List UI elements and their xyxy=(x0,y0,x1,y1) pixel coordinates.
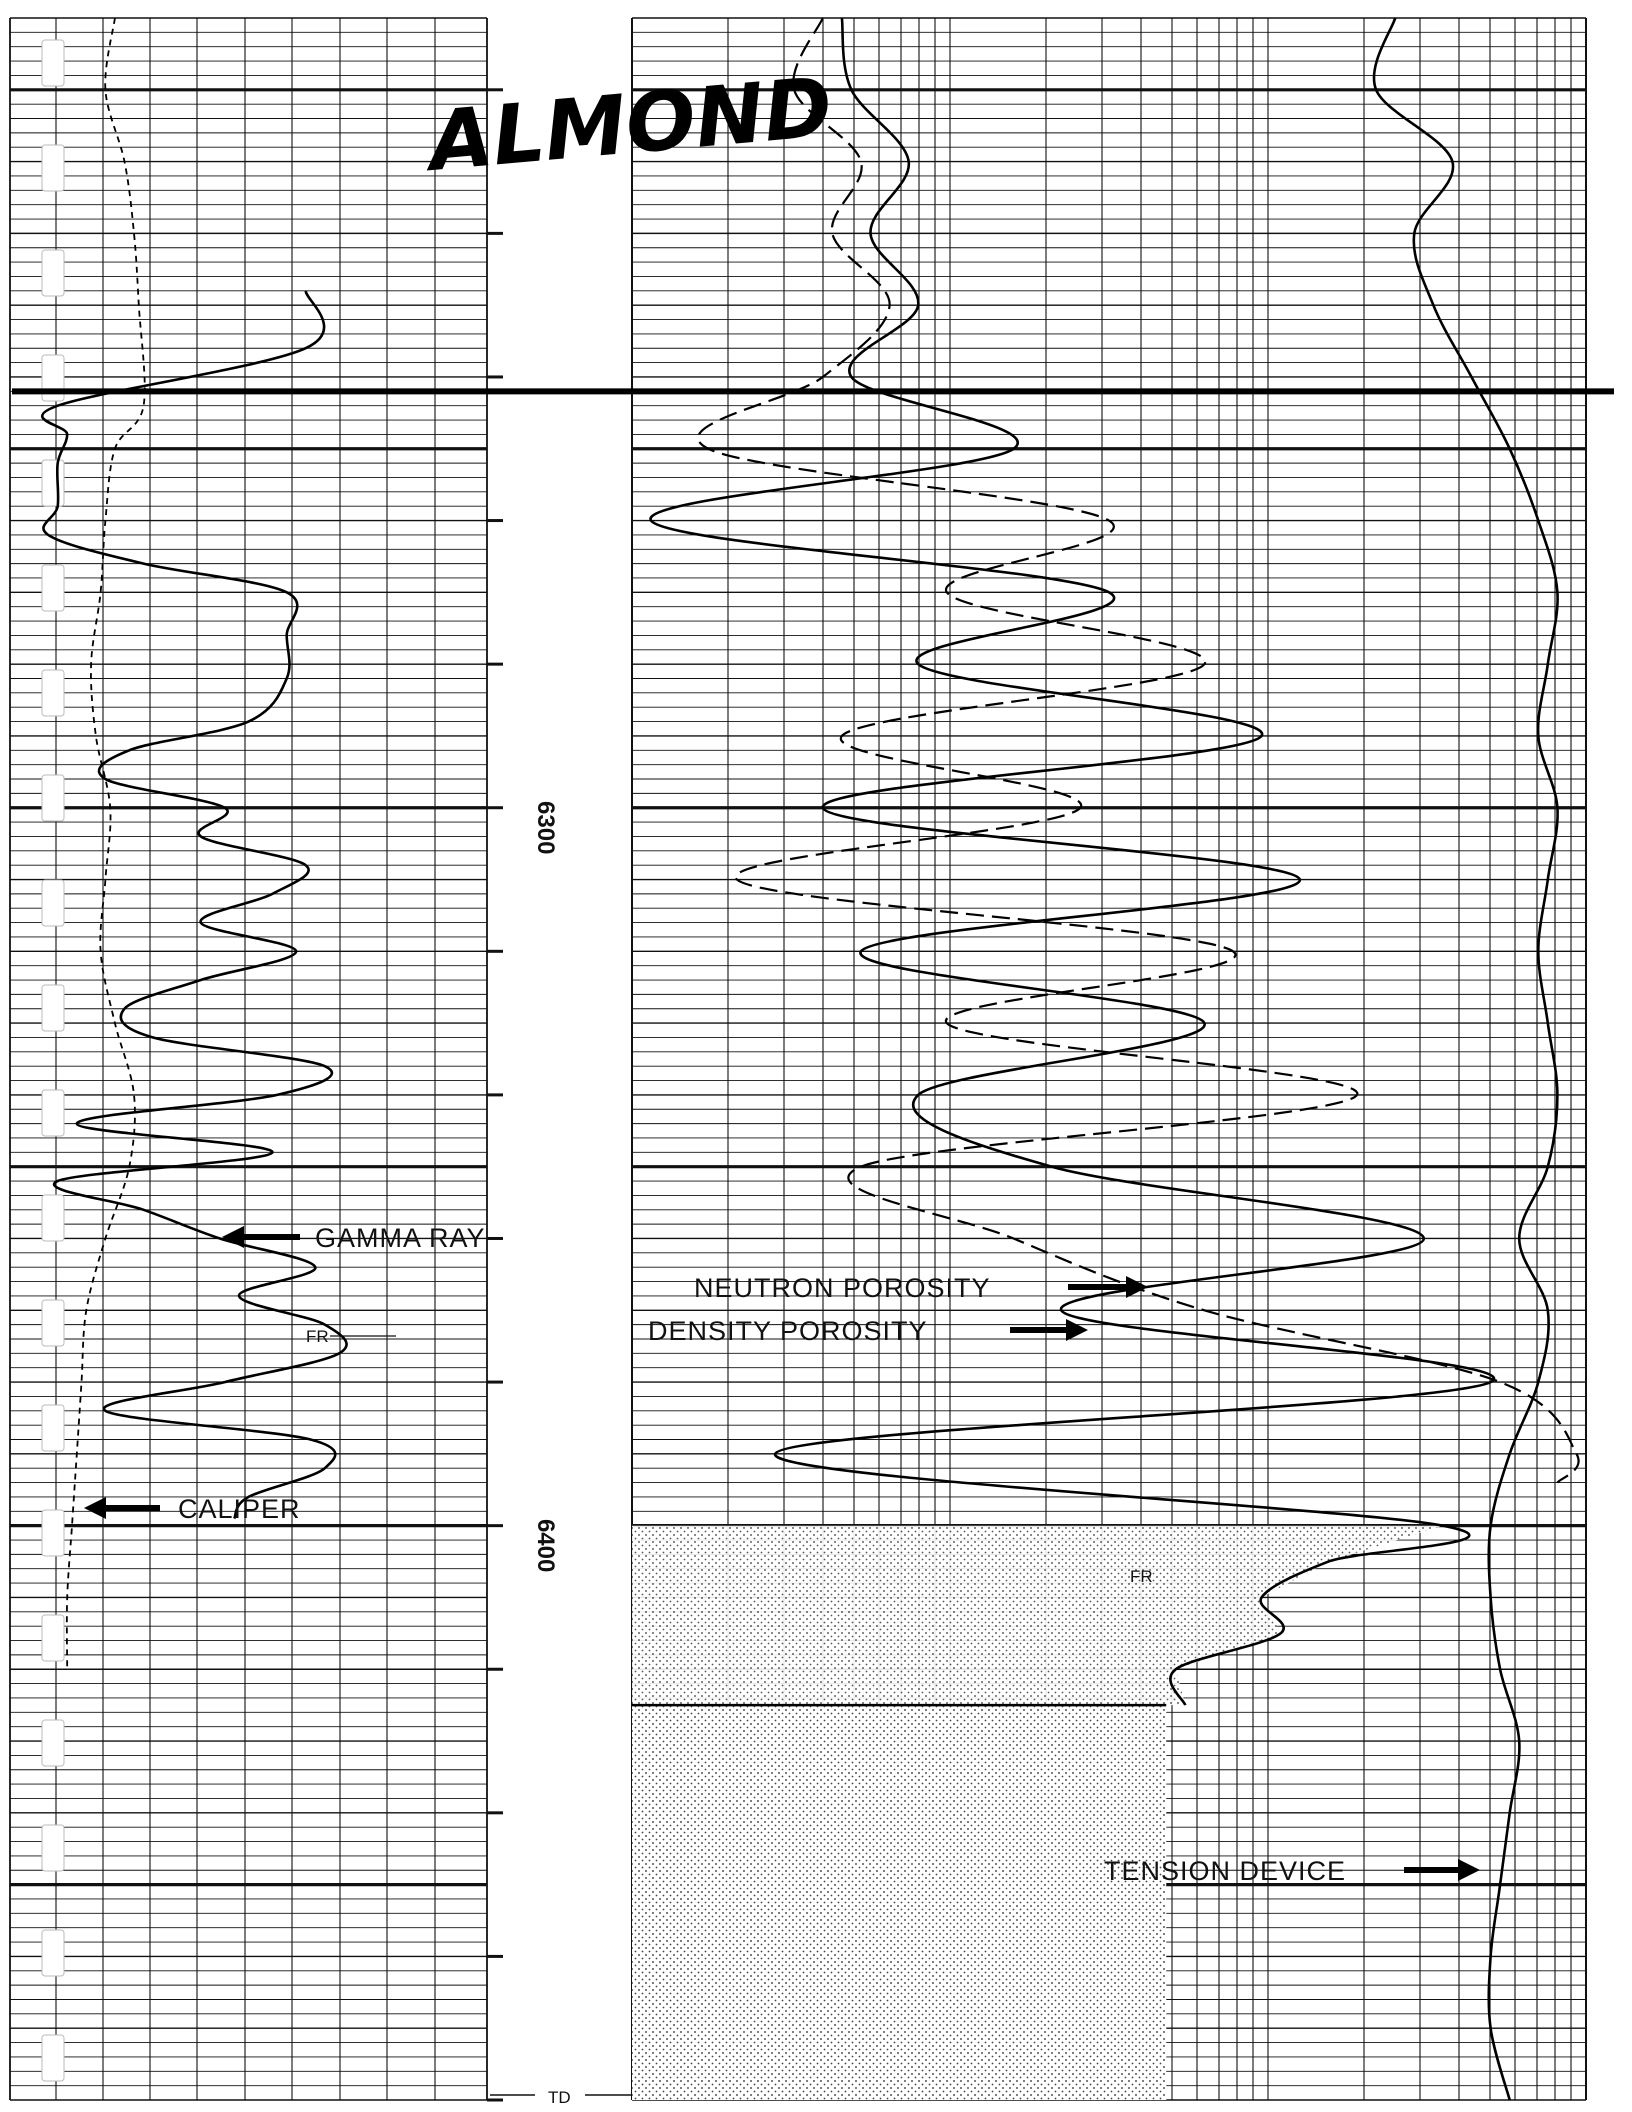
sprocket-hole xyxy=(41,249,65,297)
caliper-curve xyxy=(65,17,146,1670)
sprocket-hole xyxy=(41,879,65,927)
sprocket-hole xyxy=(41,1194,65,1242)
formation-top-label: ALMOND xyxy=(419,60,835,190)
gamma-ray-curve xyxy=(40,290,348,1520)
sprocket-hole xyxy=(41,1719,65,1767)
caliper-arrow-head xyxy=(84,1497,106,1519)
neutron-porosity-label: NEUTRON POROSITY xyxy=(694,1273,991,1303)
depth-track-ticks xyxy=(487,88,503,2102)
neutron-porosity-curve xyxy=(697,17,1580,1484)
neutron-porosity-annotation: NEUTRON POROSITY xyxy=(694,1273,1148,1303)
gamma-ray-annotation: GAMMA RAY xyxy=(222,1223,486,1253)
density-fr-label: FR xyxy=(1130,1567,1153,1586)
density-porosity-label: DENSITY POROSITY xyxy=(648,1316,928,1346)
td-label: TD xyxy=(548,2088,571,2107)
tension-arrow-head xyxy=(1458,1859,1480,1881)
density-arrow-head xyxy=(1066,1319,1088,1341)
sprocket-hole xyxy=(41,669,65,717)
caliper-label: CALIPER xyxy=(178,1494,301,1524)
gamma-ray-arrow-head xyxy=(222,1226,244,1248)
tension-device-annotation: TENSION DEVICE xyxy=(1104,1856,1480,1886)
caliper-annotation: CALIPER xyxy=(84,1494,301,1524)
sprocket-hole xyxy=(41,2034,65,2082)
neutron-arrow-head xyxy=(1126,1276,1148,1298)
sprocket-hole xyxy=(41,1089,65,1137)
density-crossover-shading xyxy=(632,1525,1443,1706)
density-porosity-curve xyxy=(649,17,1496,1706)
sprocket-hole xyxy=(41,1614,65,1662)
sprocket-hole xyxy=(41,1509,65,1557)
sprocket-hole xyxy=(41,774,65,822)
sprocket-hole xyxy=(41,459,65,507)
gamma-ray-fr-label: FR xyxy=(306,1327,329,1346)
sprocket-hole xyxy=(41,1824,65,1872)
sprocket-hole xyxy=(41,1299,65,1347)
depth-label-6300: 6300 xyxy=(532,801,559,854)
log-curves xyxy=(40,17,1580,2101)
gamma-ray-label: GAMMA RAY xyxy=(315,1223,486,1253)
tension-device-label: TENSION DEVICE xyxy=(1104,1856,1346,1886)
tension-device-curve xyxy=(1372,17,1559,2101)
sprocket-hole xyxy=(41,1404,65,1452)
sprocket-hole xyxy=(41,144,65,192)
porosity-shading xyxy=(632,1525,1443,2100)
sprocket-hole xyxy=(41,1929,65,1977)
sprocket-hole xyxy=(41,39,65,87)
density-porosity-annotation: DENSITY POROSITY xyxy=(648,1316,1088,1346)
below-density-shading xyxy=(632,1705,1167,2100)
depth-label-6400: 6400 xyxy=(532,1519,559,1572)
sprocket-hole xyxy=(41,984,65,1032)
sprocket-hole xyxy=(41,564,65,612)
